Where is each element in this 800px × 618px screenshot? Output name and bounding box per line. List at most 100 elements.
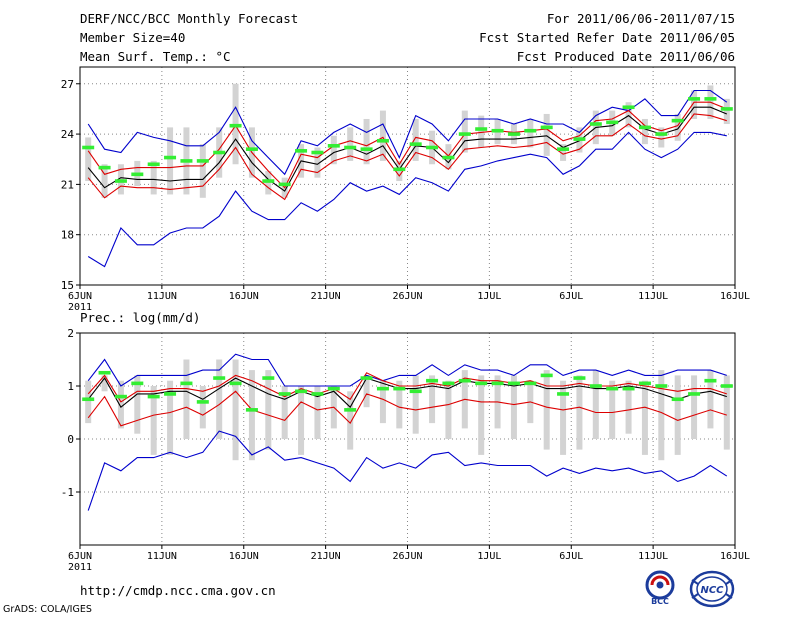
prec-box-day-16 bbox=[347, 391, 354, 450]
prec-observed-day-38 bbox=[704, 378, 717, 383]
temp-xtick-label: 16JUN bbox=[229, 291, 259, 302]
prec-observed-day-10 bbox=[245, 408, 258, 412]
temp-observed-day-31 bbox=[589, 122, 602, 126]
prec-observed-day-11 bbox=[262, 376, 275, 380]
temp-ytick-label: 27 bbox=[61, 78, 74, 91]
prec-box-day-5 bbox=[167, 380, 174, 455]
temp-box-day-23 bbox=[461, 110, 468, 153]
prec-box-day-30 bbox=[576, 375, 583, 450]
prec-box-day-34 bbox=[641, 380, 648, 455]
temp-box-day-20 bbox=[412, 118, 419, 161]
prec-xtick-label: 11JUL bbox=[638, 551, 668, 562]
prec-box-day-39 bbox=[723, 375, 730, 450]
prec-box-day-0 bbox=[85, 380, 92, 424]
temp-observed-day-18 bbox=[376, 138, 389, 143]
temp-line-max bbox=[87, 89, 728, 176]
prec-box-day-36 bbox=[674, 375, 681, 455]
prec-line-spread_lower bbox=[87, 390, 727, 427]
temp-xtick-label: 26JUN bbox=[392, 291, 422, 302]
forecast-produced-label: Fcst Produced Date 2011/06/06 bbox=[516, 49, 735, 64]
temp-xtick-label: 11JUN bbox=[147, 291, 177, 302]
temp-observed-day-14 bbox=[311, 150, 324, 155]
temp-xtick-label: 1JUL bbox=[477, 291, 501, 302]
prec-xtick-label: 11JUN bbox=[147, 551, 177, 562]
temp-observed-day-20 bbox=[409, 142, 422, 146]
prec-box-day-18 bbox=[379, 380, 386, 424]
prec-ytick-label: -1 bbox=[61, 486, 74, 499]
forecast-period-label: For 2011/06/06-2011/07/15 bbox=[546, 11, 735, 26]
prec-observed-day-19 bbox=[393, 386, 406, 391]
temp-ytick-label: 15 bbox=[61, 279, 74, 292]
temp-observed-day-8 bbox=[213, 150, 226, 155]
ncc-logo-icon: NCC bbox=[689, 570, 735, 608]
temp-observed-day-28 bbox=[540, 125, 553, 130]
bcc-logo-label: BCC bbox=[651, 597, 669, 606]
temp-observed-day-24 bbox=[475, 127, 488, 131]
prec-box-day-24 bbox=[478, 375, 485, 455]
temp-observed-day-26 bbox=[507, 132, 520, 136]
temp-observed-day-30 bbox=[573, 137, 586, 141]
temp-box-day-5 bbox=[167, 127, 174, 195]
temp-observed-day-15 bbox=[327, 144, 340, 148]
temp-observed-day-12 bbox=[278, 182, 291, 187]
prec-panel-title: Prec.: log(mm/d) bbox=[80, 310, 200, 325]
prec-observed-day-16 bbox=[344, 408, 357, 412]
temp-xtick-label: 11JUL bbox=[638, 291, 668, 302]
prec-observed-day-5 bbox=[164, 392, 177, 396]
variable-label-temperature: Mean Surf. Temp.: °C bbox=[80, 49, 231, 64]
temp-observed-day-21 bbox=[426, 145, 439, 150]
prec-observed-day-0 bbox=[82, 397, 95, 402]
temp-box-day-33 bbox=[625, 102, 632, 128]
prec-xtick-label: 16JUN bbox=[229, 551, 259, 562]
prec-observed-day-25 bbox=[491, 381, 504, 386]
temp-observed-day-13 bbox=[295, 149, 308, 153]
grads-credit: GrADS: COLA/IGES bbox=[3, 604, 92, 615]
prec-observed-day-31 bbox=[589, 384, 602, 388]
temp-box-day-35 bbox=[658, 127, 665, 148]
prec-box-day-6 bbox=[183, 359, 190, 439]
temp-xtick-year-label: 2011 bbox=[68, 302, 92, 313]
prec-observed-day-34 bbox=[638, 381, 651, 386]
temp-observed-day-36 bbox=[671, 118, 684, 123]
prec-observed-day-39 bbox=[720, 384, 733, 388]
prec-xtick-label: 6JUL bbox=[559, 551, 583, 562]
temp-xtick-label: 6JUN bbox=[68, 291, 92, 302]
prec-observed-day-18 bbox=[376, 386, 389, 391]
chart-title: DERF/NCC/BCC Monthly Forecast bbox=[80, 11, 299, 26]
temp-observed-day-37 bbox=[688, 97, 701, 101]
prec-box-day-31 bbox=[592, 370, 599, 439]
prec-box-day-33 bbox=[625, 380, 632, 434]
bcc-logo-icon: BCC bbox=[645, 570, 675, 606]
temp-box-day-36 bbox=[674, 113, 681, 141]
prec-observed-day-13 bbox=[295, 389, 308, 394]
prec-observed-day-6 bbox=[180, 381, 193, 386]
prec-ytick-label: 1 bbox=[67, 380, 74, 393]
prec-observed-day-26 bbox=[507, 381, 520, 386]
prec-observed-day-33 bbox=[622, 386, 635, 391]
temp-box-day-18 bbox=[379, 110, 386, 161]
prec-xtick-label: 16JUL bbox=[720, 551, 750, 562]
prec-xtick-label: 6JUN bbox=[68, 551, 92, 562]
temp-observed-day-17 bbox=[360, 147, 373, 151]
prec-observed-day-20 bbox=[409, 389, 422, 394]
temp-box-day-17 bbox=[363, 118, 370, 165]
temp-observed-day-32 bbox=[606, 120, 619, 125]
prec-observed-day-8 bbox=[213, 376, 226, 380]
temp-box-day-39 bbox=[723, 98, 730, 125]
temp-frame bbox=[79, 66, 736, 286]
prec-box-day-29 bbox=[560, 380, 567, 455]
prec-observed-day-2 bbox=[114, 394, 127, 399]
member-size-label: Member Size=40 bbox=[80, 30, 186, 45]
source-url[interactable]: http://cmdp.ncc.cma.gov.cn bbox=[80, 583, 276, 598]
temp-box-day-1 bbox=[101, 164, 108, 198]
temp-box-day-24 bbox=[478, 115, 485, 148]
prec-box-day-26 bbox=[510, 375, 517, 439]
prec-xtick-year-label: 2011 bbox=[68, 562, 92, 573]
prec-box-day-2 bbox=[117, 380, 124, 429]
prec-observed-day-35 bbox=[655, 384, 668, 388]
ncc-logo-label: NCC bbox=[700, 585, 724, 596]
prec-box-day-21 bbox=[429, 375, 436, 424]
temp-ytick-label: 21 bbox=[61, 178, 74, 191]
